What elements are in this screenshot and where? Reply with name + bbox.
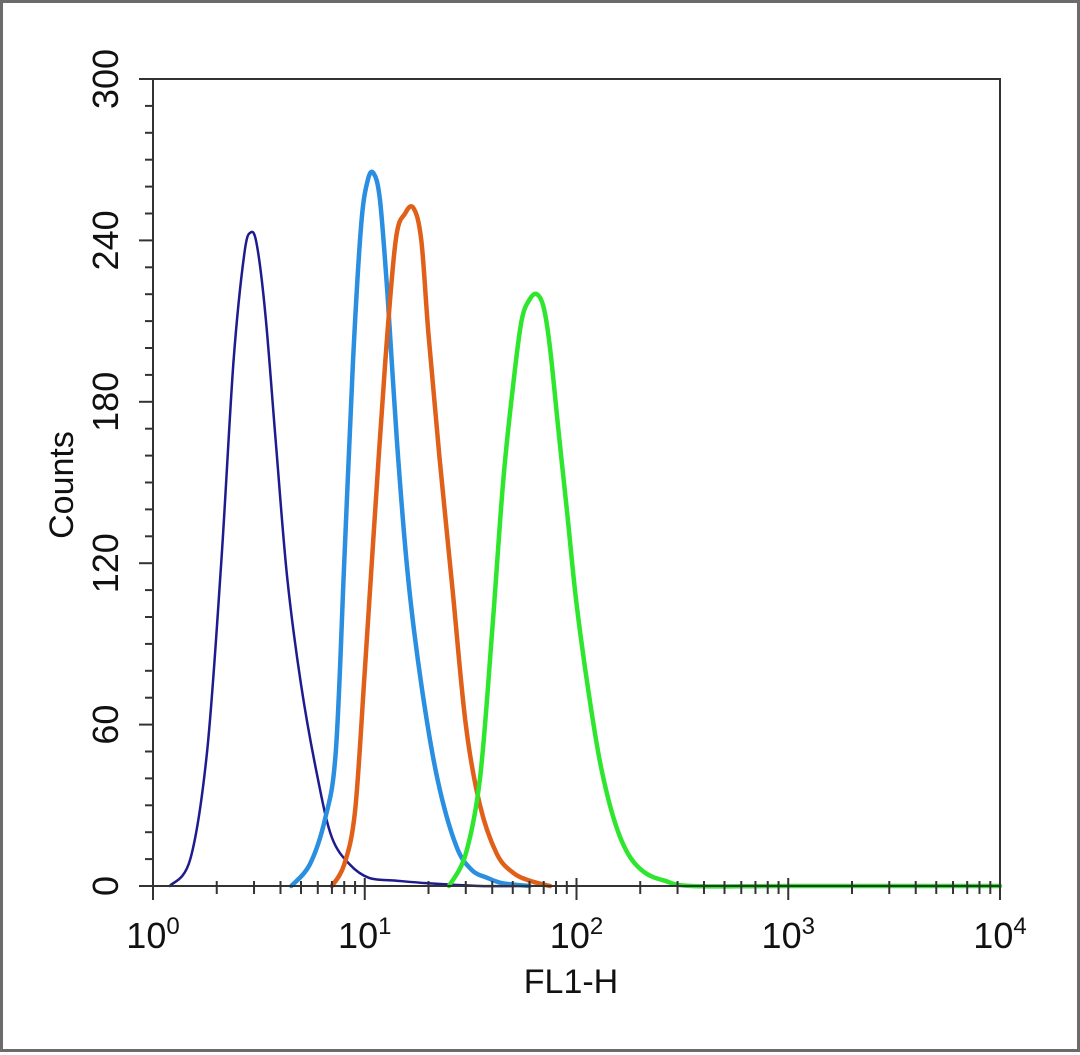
x-tick-label: 102 [550,913,603,956]
y-axis-ticks [139,78,153,887]
series-layer [168,169,1003,889]
x-axis-ticks [152,878,1001,900]
y-tick-label: 60 [85,705,126,745]
histogram-series-4 [446,291,1003,889]
x-tick-label: 104 [973,913,1026,956]
y-tick-label: 300 [85,49,126,109]
histogram-series-2 [289,169,532,889]
x-axis-tick-labels: 100 101 102 103 104 [126,913,1026,956]
y-tick-label: 180 [85,372,126,432]
x-tick-label: 103 [762,913,815,956]
x-tick-label: 101 [338,913,391,956]
histogram-series-3 [329,204,553,889]
x-tick-label: 100 [126,913,179,956]
y-axis-tick-labels: 0 60 120 180 240 300 [85,49,126,896]
histogram-series-1 [168,230,531,888]
y-tick-label: 0 [85,876,126,896]
y-axis-title: Counts [43,431,81,539]
y-tick-label: 120 [85,533,126,593]
x-axis-title: FL1-H [524,963,618,1001]
histogram-chart: 0 60 120 180 240 300 100 101 102 103 104 FL1-H Co… [43,49,1027,1001]
y-tick-label: 240 [85,210,126,270]
